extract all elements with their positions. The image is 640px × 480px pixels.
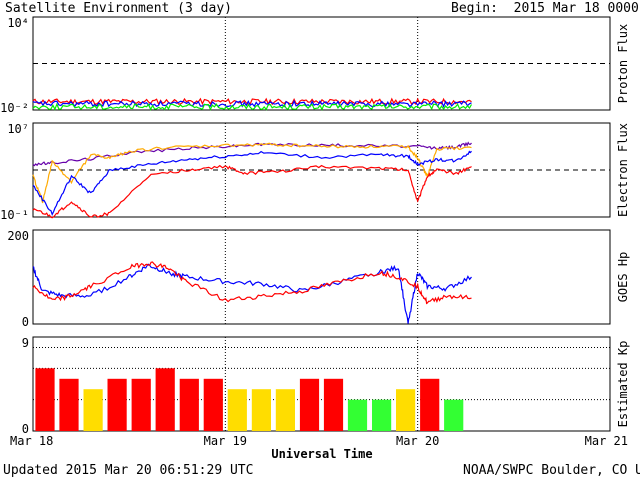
y-tick-label-top: 200 — [7, 229, 29, 243]
y-tick-label-bottom: 0 — [22, 315, 29, 329]
kp-bar — [323, 378, 344, 431]
kp-bar — [59, 378, 79, 431]
panel-ylabel: Estimated Kp — [616, 341, 630, 428]
y-tick-label-top: 10⁷ — [7, 122, 29, 136]
y-tick-label-top: 9 — [22, 336, 29, 350]
kp-bar — [444, 399, 464, 431]
proton-series-green — [32, 102, 473, 111]
panel-frame — [32, 229, 611, 325]
goes-series-blue — [32, 263, 472, 324]
credit-line: NOAA/SWPC Boulder, CO USA — [463, 463, 640, 478]
kp-bar — [83, 389, 103, 431]
x-tick-label: Mar 21 — [585, 434, 628, 448]
x-axis-label: Universal Time — [271, 447, 372, 461]
panel-frame — [32, 336, 611, 432]
updated-timestamp: Updated 2015 Mar 20 06:51:29 UTC — [3, 463, 254, 478]
panel-ylabel: GOES Hp — [616, 252, 630, 303]
kp-bar — [299, 378, 320, 431]
begin-time: Begin: 2015 Mar 18 0000 UTC — [451, 1, 639, 16]
electron-series-red — [32, 164, 472, 219]
x-tick-label: Mar 18 — [10, 434, 53, 448]
kp-bar — [131, 378, 151, 431]
kp-bar — [251, 389, 271, 431]
kp-bar — [107, 378, 127, 431]
page-title: Satellite Environment (3 day) — [5, 1, 232, 16]
kp-bar — [203, 378, 223, 431]
y-tick-label-bottom: 10⁻² — [0, 101, 29, 115]
kp-bar — [420, 378, 440, 431]
y-tick-label-bottom: 10⁻¹ — [0, 208, 29, 222]
x-tick-label: Mar 19 — [204, 434, 247, 448]
kp-bar — [179, 378, 199, 431]
electron-series-orange — [32, 142, 472, 204]
y-tick-label-top: 10⁴ — [7, 16, 29, 30]
kp-bar — [372, 399, 392, 431]
proton-series-red — [32, 97, 472, 106]
kp-bar — [227, 389, 247, 431]
kp-bar — [35, 368, 55, 431]
panel-ylabel: Electron Flux — [616, 123, 630, 217]
x-tick-label: Mar 20 — [396, 434, 439, 448]
kp-bar — [396, 389, 416, 431]
kp-bar — [155, 368, 175, 431]
y-tick-label-bottom: 0 — [22, 422, 29, 436]
goes-series-red — [32, 261, 472, 305]
kp-bar — [275, 389, 295, 431]
kp-bar — [347, 399, 368, 431]
panel-ylabel: Proton Flux — [616, 24, 630, 103]
proton-series-blue — [32, 99, 472, 109]
electron-series-blue — [32, 150, 472, 216]
